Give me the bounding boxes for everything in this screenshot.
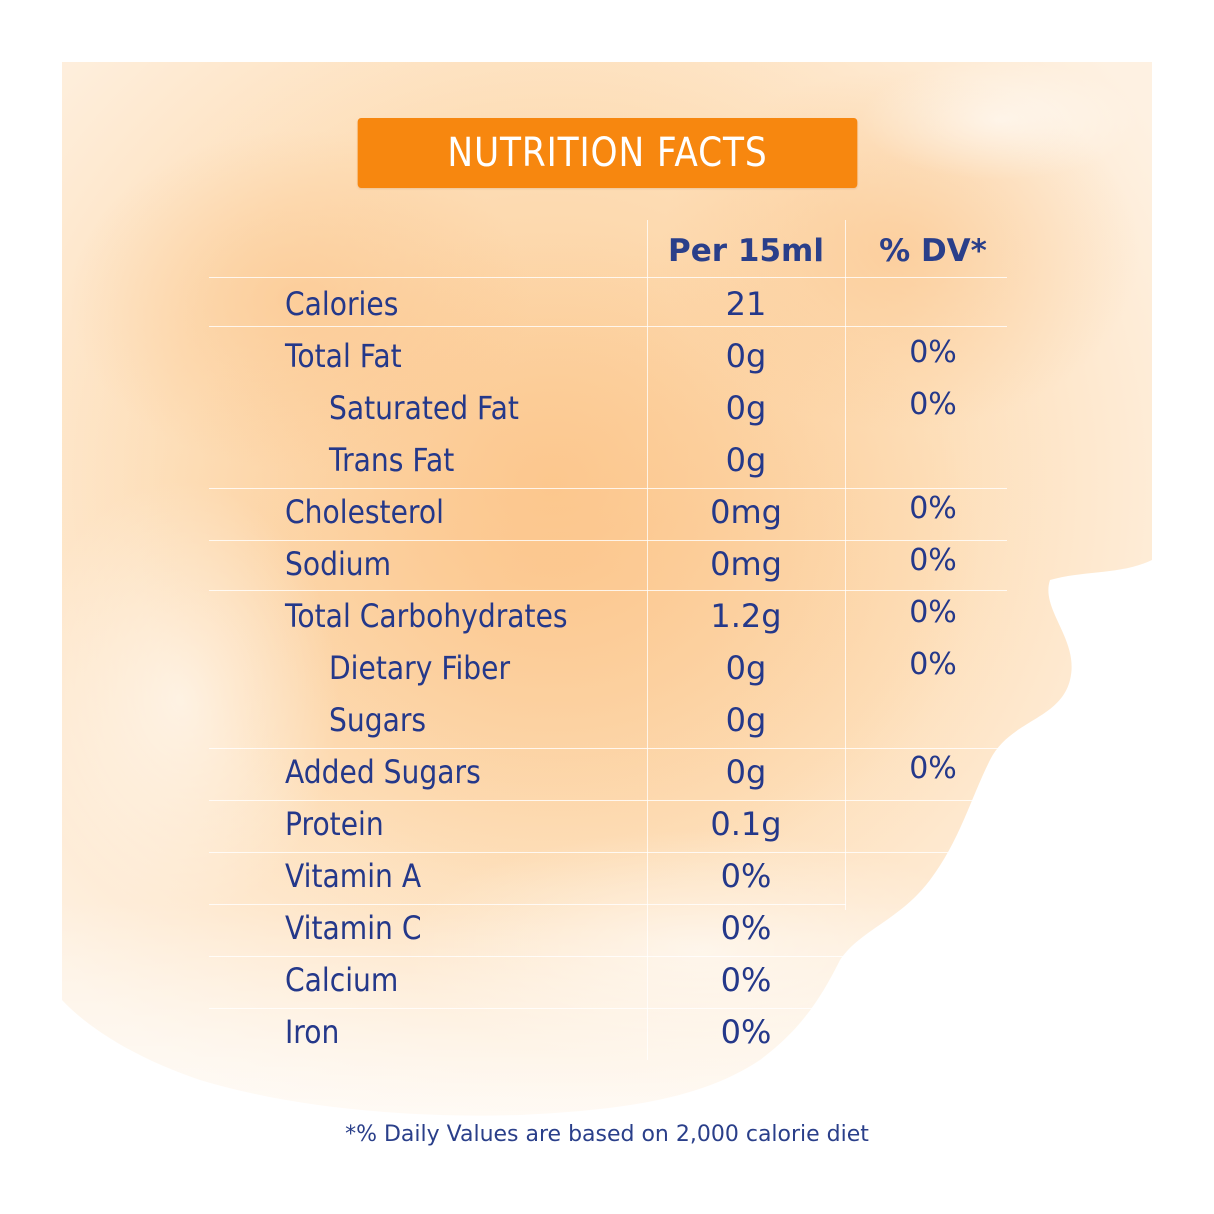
nutrient-row-saturated-fat: Saturated Fat 0g 0% [0, 382, 1214, 434]
nutrient-amount: 0% [720, 857, 772, 895]
nutrient-amount: 0g [725, 649, 767, 687]
nutrient-row-total-fat: Total Fat 0g 0% [0, 330, 1214, 382]
nutrient-amount: 0.1g [710, 805, 782, 843]
nutrient-dv [845, 434, 1021, 486]
nutrient-amount: 0mg [710, 545, 782, 583]
row-divider [209, 956, 846, 957]
nutrient-dv: 0% [909, 646, 957, 682]
column-header-dv: % DV* [879, 233, 987, 269]
nutrient-dv: 0% [909, 750, 957, 786]
nutrient-label: Saturated Fat [329, 389, 519, 427]
row-divider [209, 904, 846, 905]
nutrient-dv: 0% [909, 334, 957, 370]
nutrient-row-added-sugars: Added Sugars 0g 0% [0, 746, 1214, 798]
row-divider [209, 540, 1007, 541]
column-header-amount: Per 15ml [668, 233, 824, 269]
nutrient-dv [845, 1006, 1021, 1058]
nutrient-row-sodium: Sodium 0mg 0% [0, 538, 1214, 590]
nutrient-row-iron: Iron 0% [0, 1006, 1214, 1058]
nutrient-dv [845, 850, 1021, 902]
nutrient-dv: 0% [909, 594, 957, 630]
nutrient-row-dietary-fiber: Dietary Fiber 0g 0% [0, 642, 1214, 694]
nutrient-label: Calcium [285, 961, 399, 999]
nutrient-amount: 0g [725, 701, 767, 739]
nutrient-dv [845, 694, 1021, 746]
nutrient-amount: 0% [720, 961, 772, 999]
nutrient-label: Vitamin C [285, 909, 422, 947]
nutrient-amount: 1.2g [710, 597, 782, 635]
nutrient-row-vitamin-c: Vitamin C 0% [0, 902, 1214, 954]
nutrient-amount: 0mg [710, 493, 782, 531]
nutrient-dv [845, 902, 1021, 954]
column-divider-amount [647, 220, 648, 1060]
nutrient-label: Vitamin A [285, 857, 422, 895]
row-divider [209, 748, 1007, 749]
daily-value-footnote: *% Daily Values are based on 2,000 calor… [345, 1122, 869, 1147]
nutrient-amount: 0g [725, 389, 767, 427]
nutrient-label: Sodium [285, 545, 392, 583]
nutrient-label: Iron [285, 1013, 340, 1051]
nutrition-facts-title: NUTRITION FACTS [357, 118, 858, 188]
nutrient-dv: 0% [909, 542, 957, 578]
row-divider [209, 326, 1007, 327]
nutrient-row-vitamin-a: Vitamin A 0% [0, 850, 1214, 902]
row-divider [209, 1008, 846, 1009]
nutrient-row-protein: Protein 0.1g [0, 798, 1214, 850]
row-divider [209, 488, 1007, 489]
nutrient-dv [845, 798, 1021, 850]
row-divider [209, 277, 1007, 278]
nutrient-dv: 0% [909, 386, 957, 422]
nutrient-label: Calories [285, 285, 399, 323]
nutrient-amount: 0% [720, 1013, 772, 1051]
nutrient-row-cholesterol: Cholesterol 0mg 0% [0, 486, 1214, 538]
nutrient-amount: 0g [725, 441, 767, 479]
nutrient-row-trans-fat: Trans Fat 0g [0, 434, 1214, 486]
nutrient-label: Trans Fat [329, 441, 455, 479]
nutrient-label: Dietary Fiber [329, 649, 511, 687]
nutrient-amount: 0g [725, 753, 767, 791]
nutrient-label: Total Carbohydrates [285, 597, 568, 635]
row-divider [209, 590, 1007, 591]
nutrient-dv: 0% [909, 490, 957, 526]
nutrient-row-total-carbohydrates: Total Carbohydrates 1.2g 0% [0, 590, 1214, 642]
row-divider [209, 800, 1007, 801]
nutrient-dv [845, 954, 1021, 1006]
row-divider [209, 852, 1007, 853]
nutrient-row-calcium: Calcium 0% [0, 954, 1214, 1006]
nutrient-label: Added Sugars [285, 753, 481, 791]
nutrient-amount: 0% [720, 909, 772, 947]
column-divider-dv [845, 220, 846, 910]
nutrient-label: Sugars [329, 701, 427, 739]
nutrient-amount: 21 [725, 285, 767, 323]
nutrient-label: Protein [285, 805, 384, 843]
nutrient-label: Cholesterol [285, 493, 444, 531]
nutrient-amount: 0g [725, 337, 767, 375]
nutrient-row-calories: Calories 21 [0, 278, 1214, 330]
nutrient-dv [845, 278, 1021, 330]
nutrient-label: Total Fat [285, 337, 402, 375]
nutrient-row-sugars: Sugars 0g [0, 694, 1214, 746]
